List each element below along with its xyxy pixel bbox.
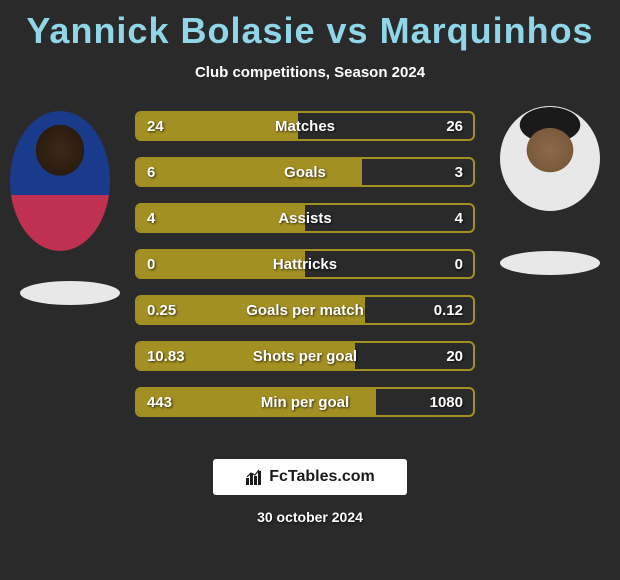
stat-fill (137, 159, 362, 185)
player-avatar-right-img (500, 106, 600, 211)
stat-label: Shots per goal (253, 348, 357, 365)
stat-value-left: 24 (147, 118, 164, 135)
stat-value-left: 10.83 (147, 348, 185, 365)
stat-row: 10.83 Shots per goal 20 (135, 341, 475, 371)
stat-value-right: 4 (455, 210, 463, 227)
stat-row: 24 Matches 26 (135, 111, 475, 141)
stat-value-left: 6 (147, 164, 155, 181)
stat-row: 0 Hattricks 0 (135, 249, 475, 279)
stat-value-left: 443 (147, 394, 172, 411)
stat-value-right: 20 (446, 348, 463, 365)
player-avatar-right (500, 106, 600, 211)
footer-brand-badge: FcTables.com (213, 459, 407, 495)
stat-value-left: 4 (147, 210, 155, 227)
stat-value-left: 0.25 (147, 302, 176, 319)
footer-date: 30 october 2024 (257, 509, 363, 525)
chart-icon (245, 468, 263, 486)
stat-value-right: 0.12 (434, 302, 463, 319)
stat-value-left: 0 (147, 256, 155, 273)
stat-value-right: 0 (455, 256, 463, 273)
stat-row: 0.25 Goals per match 0.12 (135, 295, 475, 325)
stat-row: 6 Goals 3 (135, 157, 475, 187)
stat-value-right: 26 (446, 118, 463, 135)
stat-label: Hattricks (273, 256, 337, 273)
player-avatar-left (10, 111, 110, 251)
player-avatar-left-img (10, 111, 110, 251)
stat-label: Min per goal (261, 394, 349, 411)
stat-label: Goals per match (246, 302, 364, 319)
avatar-shadow-left (20, 281, 120, 305)
stat-value-right: 3 (455, 164, 463, 181)
stat-value-right: 1080 (430, 394, 463, 411)
stat-row: 443 Min per goal 1080 (135, 387, 475, 417)
comparison-subtitle: Club competitions, Season 2024 (0, 64, 620, 81)
stat-label: Goals (284, 164, 326, 181)
footer-brand-text: FcTables.com (269, 468, 375, 486)
stat-row: 4 Assists 4 (135, 203, 475, 233)
stat-label: Assists (278, 210, 331, 227)
avatar-shadow-right (500, 251, 600, 275)
stat-label: Matches (275, 118, 335, 135)
stats-container: 24 Matches 26 6 Goals 3 4 Assists 4 0 Hattricks 0 0.… (135, 111, 475, 433)
comparison-title: Yannick Bolasie vs Marquinhos (0, 0, 620, 52)
